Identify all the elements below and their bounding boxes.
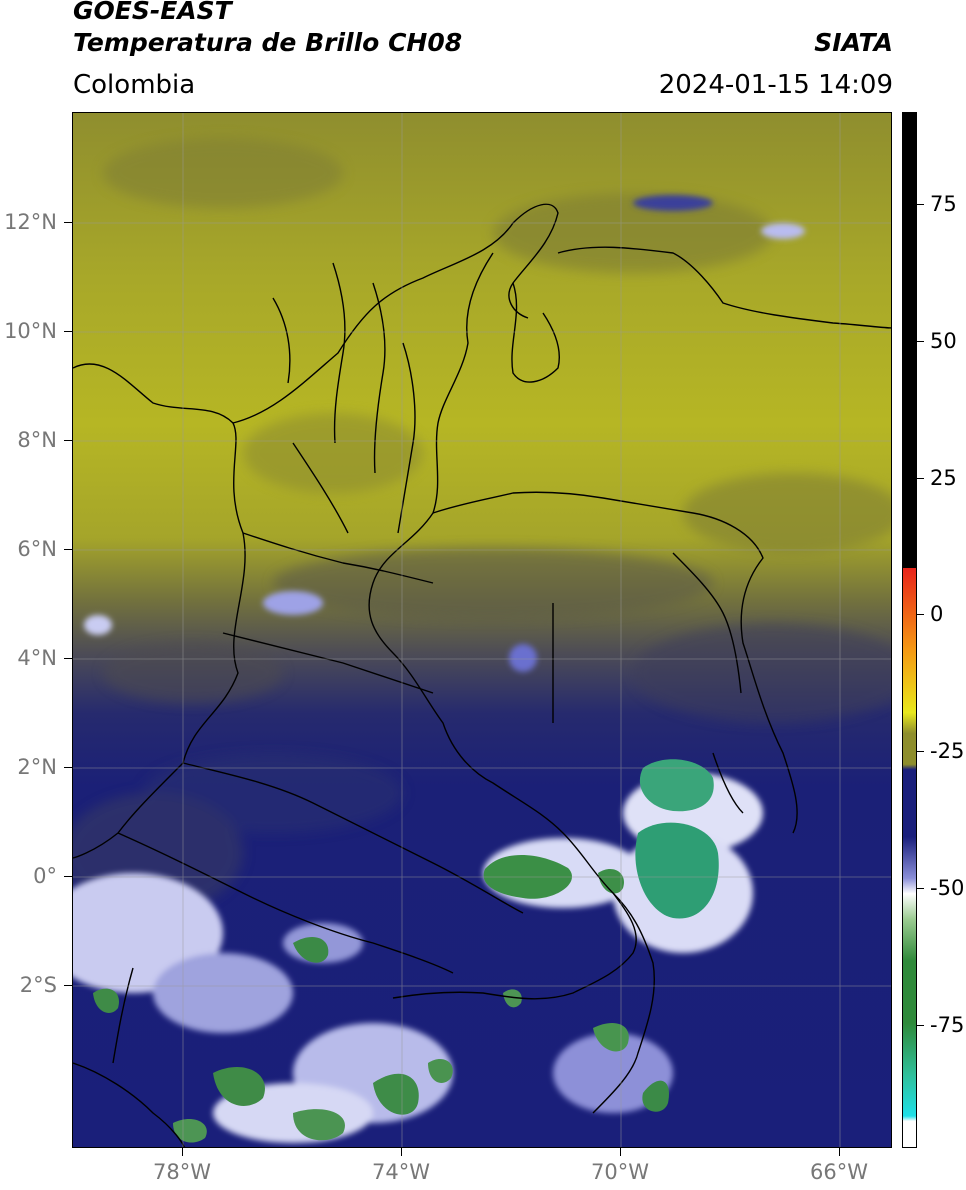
lat-tick: [64, 658, 72, 659]
colorbar-label-50: 50: [930, 329, 957, 353]
lon-label-66w: 66°W: [810, 1160, 868, 1184]
colorbar-label-neg25: -25: [930, 739, 965, 763]
lat-label-8n: 8°N: [17, 428, 57, 452]
colorbar-tick: [917, 1025, 924, 1026]
satellite-title: GOES-EAST: [73, 0, 232, 25]
lon-tick: [401, 1148, 402, 1156]
colorbar-tick: [917, 888, 924, 889]
colorbar-label-25: 25: [930, 466, 957, 490]
colorbar-label-neg75: -75: [930, 1013, 965, 1037]
lon-label-78w: 78°W: [153, 1160, 211, 1184]
colorbar-label-0: 0: [930, 602, 944, 626]
lon-tick: [182, 1148, 183, 1156]
lat-tick: [64, 222, 72, 223]
colorbar-label-neg50: -50: [930, 876, 965, 900]
graticule: [73, 113, 891, 1147]
coastlines-borders: [73, 203, 891, 1147]
colorbar-tick: [917, 204, 924, 205]
product-title: Temperatura de Brillo CH08: [73, 28, 463, 57]
region-label: Colombia: [73, 70, 196, 100]
lat-label-2s: 2°S: [19, 973, 57, 997]
map-svg: [73, 113, 891, 1147]
colorbar-tick: [917, 478, 924, 479]
lat-label-12n: 12°N: [4, 210, 57, 234]
deep-convection-cores: [93, 759, 719, 1143]
lat-label-4n: 4°N: [17, 646, 57, 670]
lon-tick: [839, 1148, 840, 1156]
lat-tick: [64, 876, 72, 877]
colorbar-tick: [917, 341, 924, 342]
brightness-temperature-map: [72, 112, 892, 1148]
colorbar-label-75: 75: [930, 192, 957, 216]
colorbar-tick: [917, 614, 924, 615]
lon-label-74w: 74°W: [372, 1160, 430, 1184]
colorbar: [902, 112, 917, 1148]
lat-label-6n: 6°N: [17, 537, 57, 561]
lat-tick: [64, 767, 72, 768]
lat-tick: [64, 985, 72, 986]
lat-tick: [64, 440, 72, 441]
lat-label-0: 0°: [33, 864, 57, 888]
colorbar-tick: [917, 751, 924, 752]
lat-label-2n: 2°N: [17, 755, 57, 779]
lat-tick: [64, 549, 72, 550]
timestamp: 2024-01-15 14:09: [658, 70, 893, 100]
lat-tick: [64, 331, 72, 332]
lon-tick: [620, 1148, 621, 1156]
lat-label-10n: 10°N: [4, 319, 57, 343]
brand-label: SIATA: [814, 28, 893, 57]
lon-label-70w: 70°W: [591, 1160, 649, 1184]
